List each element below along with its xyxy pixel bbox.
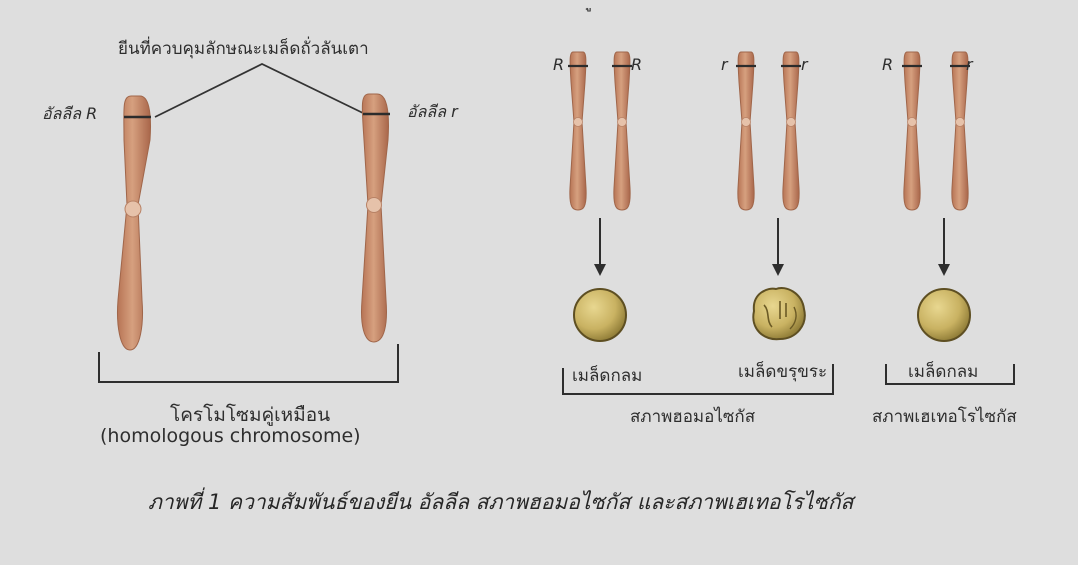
arrow-3 <box>938 218 950 276</box>
pair3-right-allele: r <box>966 55 973 74</box>
seed-label-wrinkled: เมล็ดขรุขระ <box>738 362 828 382</box>
pair1-right-allele: R <box>631 55 643 74</box>
pair1-left-allele: R <box>553 55 565 74</box>
figure-caption: ภาพที่ 1 ความสัมพันธ์ของยีน อัลลีล สภาพฮ… <box>148 490 854 514</box>
arrow-1 <box>594 218 606 276</box>
pair2-left-allele: r <box>721 55 728 74</box>
small-chromosome-2-right <box>781 51 801 211</box>
locus-connector-lines <box>154 62 366 118</box>
homozygous-bracket <box>562 364 834 395</box>
seed-round <box>573 288 627 342</box>
seed-label-round-1: เมล็ดกลม <box>572 366 643 386</box>
homozygous-label: สภาพฮอมอไซกัส <box>630 407 756 427</box>
small-chromosome-1-left <box>568 51 588 211</box>
homologous-label-thai: โครโมโซมคู่เหมือน <box>170 404 331 426</box>
heterozygous-label: สภาพเฮเทอโรไซกัส <box>872 407 1017 427</box>
heterozygous-bracket <box>885 364 1015 385</box>
small-chromosome-1-right <box>612 51 632 211</box>
homologous-bracket <box>98 344 399 383</box>
seed-label-round-2: เมล็ดกลม <box>908 362 979 382</box>
seed-wrinkled <box>752 287 806 341</box>
allele-r-label: อัลลีล r <box>407 102 458 121</box>
genotype-pairs <box>568 51 971 342</box>
allele-R-label: อัลลีล R <box>42 104 98 123</box>
chromosome-right-large <box>361 93 390 343</box>
chromosome-left-large <box>117 95 151 351</box>
gene-locus-label: ยีนที่ควบคุมลักษณะเมล็ดถั่วลันเตา <box>118 39 369 59</box>
small-chromosome-3-right <box>950 51 970 211</box>
small-chromosome-2-left <box>736 51 756 211</box>
homologous-label-en: (homologous chromosome) <box>100 425 361 447</box>
pair2-right-allele: r <box>801 55 808 74</box>
arrow-2 <box>772 218 784 276</box>
seed-round <box>917 288 971 342</box>
seed-brackets <box>562 364 1015 395</box>
small-chromosome-3-left <box>902 51 922 211</box>
pair3-left-allele: R <box>882 55 894 74</box>
